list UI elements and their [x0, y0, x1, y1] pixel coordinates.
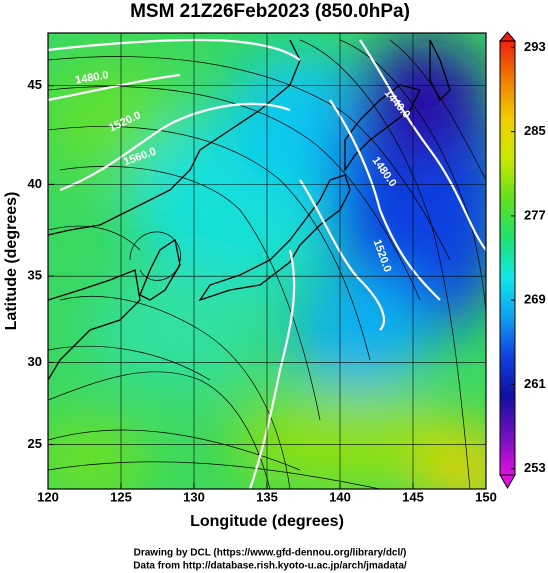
title: MSM 21Z26Feb2023 (850.0hPa) [130, 1, 410, 22]
colorbar-tick-label: 293 [524, 39, 546, 54]
colorbar-tick-label: 253 [524, 460, 546, 475]
colorbar-arrow [499, 474, 516, 490]
colorbar-tick-label: 261 [524, 376, 546, 391]
colorbar-arrow [498, 31, 517, 42]
footer-line: Data from http://database.rish.kyoto-u.a… [133, 561, 407, 572]
contours [48, 38, 486, 489]
y-axis-label: Latitude (degrees) [3, 192, 20, 331]
x-tick-label: 150 [475, 489, 497, 504]
footer-line: Drawing by DCL (https://www.gfd-dennou.o… [134, 548, 407, 559]
x-tick-label: 120 [37, 489, 59, 504]
y-tick-label: 40 [28, 176, 42, 191]
y-tick-label: 30 [28, 354, 42, 369]
x-tick-label: 125 [110, 489, 132, 504]
map-field [48, 33, 486, 489]
y-tick-label: 35 [28, 268, 42, 283]
x-tick-label: 140 [329, 489, 351, 504]
x-tick-label: 130 [183, 489, 205, 504]
streamlines [48, 39, 486, 489]
colorbar-tick-label: 269 [524, 292, 546, 307]
x-axis-label: Longitude (degrees) [190, 513, 344, 530]
x-tick-label: 135 [256, 489, 278, 504]
y-tick-label: 25 [28, 436, 42, 451]
colorbar-tick-label: 277 [524, 207, 546, 222]
contour-label: 1480.0 [74, 69, 109, 87]
coastlines [48, 39, 451, 381]
x-tick-label: 145 [402, 489, 424, 504]
colorbar [499, 40, 516, 476]
y-tick-label: 45 [28, 77, 42, 92]
colorbar-tick-label: 285 [524, 123, 546, 138]
